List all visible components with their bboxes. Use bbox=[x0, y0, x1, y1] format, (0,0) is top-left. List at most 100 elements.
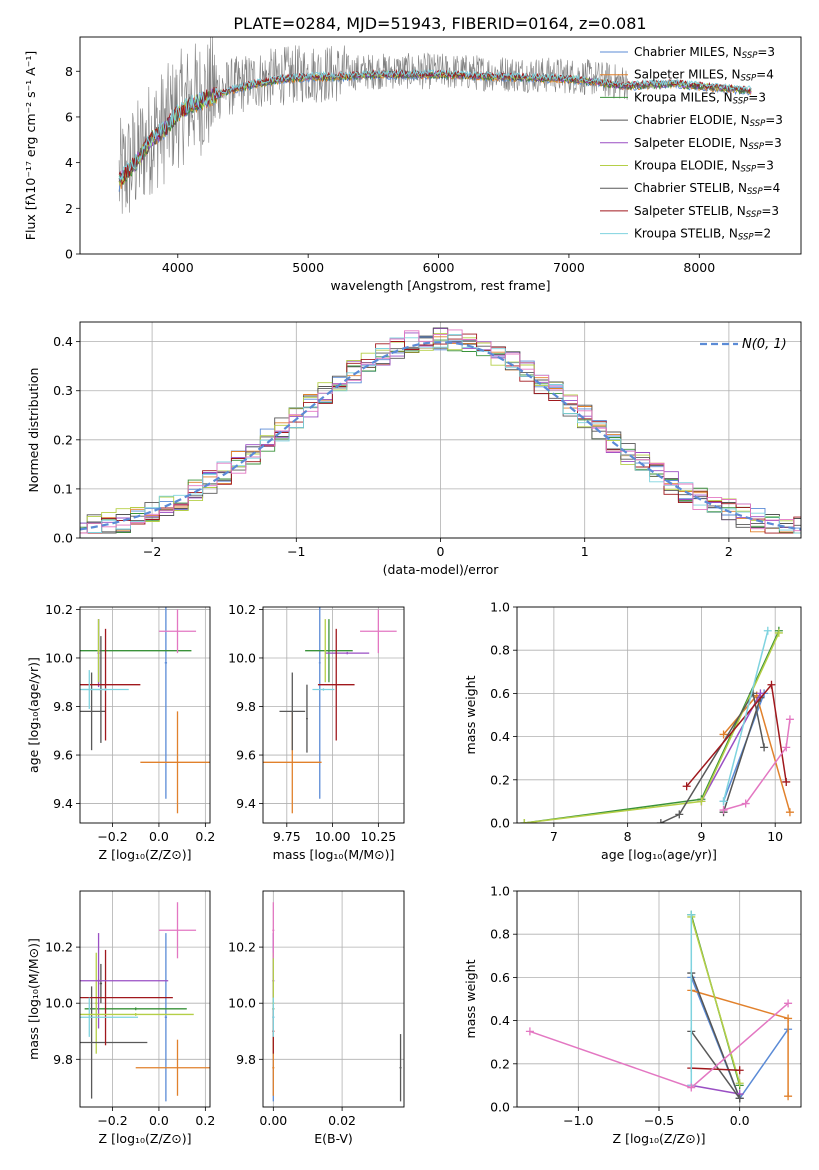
histogram-pink bbox=[80, 329, 801, 534]
x-axis-label: Z [log₁₀(Z/Z⊙)] bbox=[99, 847, 192, 862]
legend-entry-kroupa-elodie: Kroupa ELODIE, NSSP=3 bbox=[634, 159, 774, 175]
y-tick-label: 9.8 bbox=[236, 699, 256, 714]
axes-frame bbox=[516, 606, 802, 824]
axes-frame bbox=[79, 36, 802, 255]
y-tick-label: 2 bbox=[65, 201, 73, 216]
x-tick-label: −1 bbox=[287, 544, 305, 559]
weight-marker-chabrier-stelib bbox=[735, 1094, 744, 1103]
histogram-kroupa-stelib bbox=[80, 334, 801, 534]
x-tick-label: −0.2 bbox=[97, 1113, 127, 1128]
y-tick-label: 0 bbox=[65, 247, 73, 262]
y-tick-label: 9.8 bbox=[53, 1052, 73, 1067]
weight-line-chabrier-stelib bbox=[660, 691, 765, 823]
x-tick-label: 1 bbox=[581, 544, 589, 559]
weight-marker-kroupa-stelib bbox=[687, 910, 696, 919]
weight-line-pink bbox=[723, 719, 791, 811]
x-tick-label: 0.02 bbox=[328, 1113, 356, 1128]
x-tick-label: 10 bbox=[767, 829, 783, 844]
axes-frame bbox=[262, 606, 405, 824]
weight-line-chabrier-elodie bbox=[690, 972, 741, 1099]
plot-area bbox=[80, 327, 801, 534]
x-tick-label: −2 bbox=[143, 544, 161, 559]
x-tick-label: 0.0 bbox=[730, 1113, 750, 1128]
axes-frame bbox=[516, 890, 802, 1108]
y-tick-label: 9.8 bbox=[236, 1052, 256, 1067]
plot-area bbox=[520, 626, 794, 823]
weight-line-salpeter-elodie bbox=[691, 1084, 740, 1095]
y-tick-label: 9.4 bbox=[53, 796, 73, 811]
weight-marker-chabrier-stelib bbox=[656, 819, 665, 823]
gaussian-reference-line bbox=[80, 341, 801, 531]
legend-entry-salpeter-miles: Salpeter MILES, NSSP=4 bbox=[634, 68, 774, 84]
age-vs-mass-panel: 9.75 10.00 10.25 9.4 9.6 9.8 10.0 10.2 mass [log… bbox=[228, 602, 405, 862]
weight-marker-salpeter-stelib bbox=[767, 680, 776, 689]
x-tick-label: 7000 bbox=[553, 260, 585, 275]
plot-area bbox=[118, 37, 752, 214]
plot-area bbox=[80, 902, 210, 1102]
x-axis-label: wavelength [Angstrom, rest frame] bbox=[330, 278, 550, 293]
weight-marker-salpeter-stelib bbox=[682, 782, 691, 791]
x-tick-label: 0.2 bbox=[195, 1113, 215, 1128]
x-tick-label: 0 bbox=[437, 544, 445, 559]
y-tick-label: 0.0 bbox=[53, 531, 73, 546]
plot-area bbox=[272, 902, 402, 1102]
y-tick-label: 1.0 bbox=[490, 600, 510, 615]
x-tick-label: 7 bbox=[550, 829, 558, 844]
x-tick-label: 0.00 bbox=[259, 1113, 287, 1128]
y-tick-label: 0.8 bbox=[490, 643, 510, 658]
residual-histogram-panel: −2 −1 0 1 2 0.0 0.1 0.2 0.3 0.4 (data-model)/error… bbox=[26, 321, 802, 577]
legend-gaussian-label: N(0, 1) bbox=[742, 337, 787, 352]
axes-frame bbox=[79, 606, 211, 824]
histogram-chabrier-stelib bbox=[80, 327, 801, 534]
weight-marker-pink bbox=[785, 715, 794, 724]
histogram-kroupa-elodie bbox=[80, 332, 801, 534]
y-tick-label: 10.0 bbox=[45, 650, 73, 665]
weight-marker-salpeter-miles bbox=[785, 808, 794, 817]
legend-entry-chabrier-stelib: Chabrier STELIB, NSSP=4 bbox=[634, 181, 780, 197]
x-tick-label: 6000 bbox=[423, 260, 455, 275]
weight-line-kroupa-elodie bbox=[690, 916, 741, 1084]
y-axis-label: age [log₁₀(age/yr)] bbox=[26, 657, 41, 773]
weight-line-salpeter-elodie bbox=[700, 693, 762, 802]
plot-area bbox=[80, 607, 210, 814]
y-tick-label: 9.6 bbox=[53, 748, 73, 763]
figure-title: PLATE=0284, MJD=51943, FIBERID=0164, z=0… bbox=[233, 14, 646, 33]
y-tick-label: 8 bbox=[65, 64, 73, 79]
weight-line-kroupa-stelib bbox=[722, 630, 769, 802]
y-tick-label: 9.8 bbox=[53, 699, 73, 714]
y-axis-label: mass weight bbox=[463, 675, 478, 754]
y-tick-label: 0.3 bbox=[53, 383, 73, 398]
y-tick-label: 0.2 bbox=[490, 1056, 510, 1071]
weight-marker-pink bbox=[719, 806, 728, 815]
axes-frame bbox=[79, 890, 211, 1108]
weight-marker-chabrier-stelib bbox=[749, 689, 758, 698]
spectrum-panel: 4000 5000 6000 7000 8000 0 2 4 6 8 wavelength [Ang… bbox=[23, 36, 802, 293]
x-tick-label: 0.0 bbox=[149, 1113, 169, 1128]
weight-marker-chabrier-stelib bbox=[675, 810, 684, 819]
weight-line-chabrier-elodie bbox=[722, 697, 762, 813]
axes-frame bbox=[262, 890, 405, 1108]
weight-vs-metallicity-panel: −1.0 −0.5 0.0 0.0 0.2 0.4 0.6 0.8 1.0 Z [log₁₀(Z/… bbox=[463, 884, 802, 1146]
x-tick-label: 9 bbox=[697, 829, 705, 844]
weight-marker-pink bbox=[782, 743, 791, 752]
y-tick-label: 10.0 bbox=[228, 996, 256, 1011]
y-tick-label: 9.6 bbox=[236, 748, 256, 763]
legend-entry-salpeter-stelib: Salpeter STELIB, NSSP=3 bbox=[634, 204, 779, 220]
x-axis-label: age [log₁₀(age/yr)] bbox=[601, 847, 717, 862]
x-tick-label: −0.5 bbox=[644, 1113, 674, 1128]
y-tick-label: 0.1 bbox=[53, 481, 73, 496]
y-tick-label: 0.2 bbox=[490, 772, 510, 787]
x-axis-label: Z [log₁₀(Z/Z⊙)] bbox=[613, 1131, 706, 1146]
weight-marker-kroupa-elodie bbox=[520, 819, 529, 823]
y-axis-label: Flux [fλ10⁻¹⁷ erg cm⁻² s⁻¹ A⁻¹] bbox=[23, 51, 38, 240]
histogram-salpeter-elodie bbox=[80, 328, 801, 534]
weight-marker-salpeter-elodie bbox=[756, 689, 765, 698]
weight-marker-pink bbox=[687, 1083, 696, 1092]
y-tick-label: 1.0 bbox=[490, 884, 510, 899]
x-tick-label: 5000 bbox=[292, 260, 324, 275]
legend-entry-kroupa-stelib: Kroupa STELIB, NSSP=2 bbox=[634, 227, 771, 243]
y-tick-label: 0.0 bbox=[490, 1100, 510, 1115]
y-tick-label: 10.2 bbox=[228, 602, 256, 617]
weight-marker-pink bbox=[784, 999, 793, 1008]
weight-marker-salpeter-stelib bbox=[735, 1066, 744, 1075]
